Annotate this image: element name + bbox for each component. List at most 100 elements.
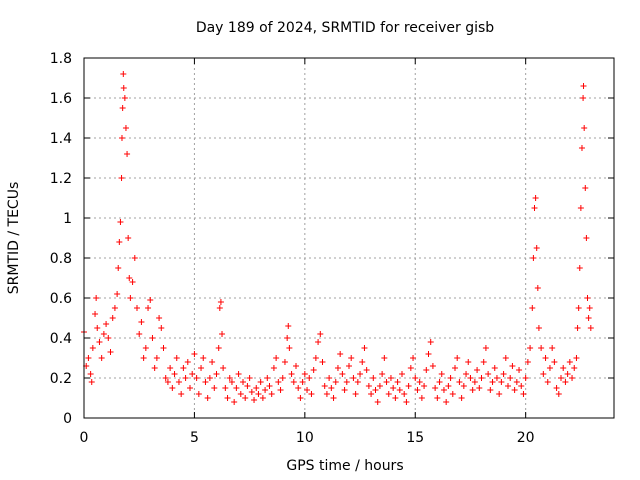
y-tick-label: 1.6 (50, 91, 72, 107)
data-point (551, 359, 558, 365)
data-point (443, 399, 450, 405)
data-point (193, 375, 200, 381)
data-point (571, 365, 578, 371)
data-point (469, 387, 476, 393)
data-point (569, 375, 576, 381)
data-point (363, 367, 370, 373)
data-point (284, 335, 291, 341)
x-tick-label: 0 (80, 430, 89, 446)
data-point (341, 387, 348, 393)
data-point (518, 383, 525, 389)
data-point (164, 379, 171, 385)
data-point (169, 385, 176, 391)
data-point (460, 383, 467, 389)
data-point (266, 383, 273, 389)
data-point (522, 375, 529, 381)
data-point (558, 375, 564, 381)
data-point (85, 355, 92, 361)
data-points (81, 71, 594, 405)
y-tick-label: 1.8 (50, 51, 72, 67)
data-point (160, 345, 167, 351)
data-point (436, 379, 443, 385)
data-point (387, 375, 394, 381)
data-point (120, 71, 127, 77)
data-point (279, 375, 286, 381)
data-point (575, 305, 582, 311)
data-point (93, 295, 100, 301)
data-point (491, 365, 498, 371)
data-point (103, 321, 110, 327)
data-point (416, 379, 423, 385)
data-point (549, 345, 556, 351)
data-point (145, 305, 152, 311)
data-point (195, 391, 202, 397)
data-point (418, 395, 425, 401)
data-point (237, 391, 244, 397)
data-point (125, 235, 132, 241)
data-point (138, 319, 145, 325)
data-point (156, 315, 163, 321)
data-point (350, 375, 357, 381)
data-point (175, 379, 182, 385)
data-point (368, 391, 375, 397)
plot-frame (83, 57, 615, 419)
data-point (527, 345, 534, 351)
data-point (187, 385, 193, 391)
data-point (580, 95, 587, 101)
data-point (585, 315, 592, 321)
data-point (334, 365, 341, 371)
data-point (147, 297, 154, 303)
data-point (87, 371, 94, 377)
data-point (586, 305, 593, 311)
data-point (520, 391, 527, 397)
data-point (118, 135, 125, 141)
data-point (105, 335, 112, 341)
data-point (505, 383, 511, 389)
data-point (319, 359, 326, 365)
data-point (120, 85, 127, 91)
data-point (531, 205, 538, 211)
data-point (231, 399, 238, 405)
data-point (500, 371, 507, 377)
data-point (573, 355, 580, 361)
data-point (124, 151, 131, 157)
data-point (383, 379, 390, 385)
data-point (119, 105, 126, 111)
data-point (359, 359, 366, 365)
data-point (226, 375, 233, 381)
data-point (372, 387, 379, 393)
data-point (209, 359, 216, 365)
data-point (530, 255, 537, 261)
data-point (264, 375, 271, 381)
data-point (482, 345, 489, 351)
data-point (109, 315, 116, 321)
data-point (434, 395, 441, 401)
data-point (576, 265, 583, 271)
data-point (304, 387, 311, 393)
data-point (476, 385, 483, 391)
data-point (544, 379, 551, 385)
data-point (540, 371, 547, 377)
data-point (587, 325, 594, 331)
data-point (390, 385, 397, 391)
data-point (253, 385, 260, 391)
data-point (184, 359, 191, 365)
y-tick-labels: 0 0.2 0.4 0.6 0.8 1 1.2 1.4 1.6 1.8 (50, 51, 72, 427)
data-point (346, 363, 352, 369)
data-point (332, 379, 339, 385)
data-point (502, 355, 509, 361)
y-tick-label: 1.2 (50, 171, 72, 187)
data-point (511, 387, 518, 393)
data-point (277, 387, 284, 393)
data-point (381, 355, 388, 361)
data-point (449, 391, 456, 397)
data-point (306, 375, 313, 381)
data-point (262, 387, 269, 393)
data-point (566, 359, 573, 365)
y-tick-label: 0.8 (50, 251, 72, 267)
x-tick-labels: 0 5 10 15 20 (80, 430, 535, 446)
data-point (507, 375, 514, 381)
data-point (584, 295, 591, 301)
data-point (118, 175, 125, 181)
data-point (151, 365, 158, 371)
